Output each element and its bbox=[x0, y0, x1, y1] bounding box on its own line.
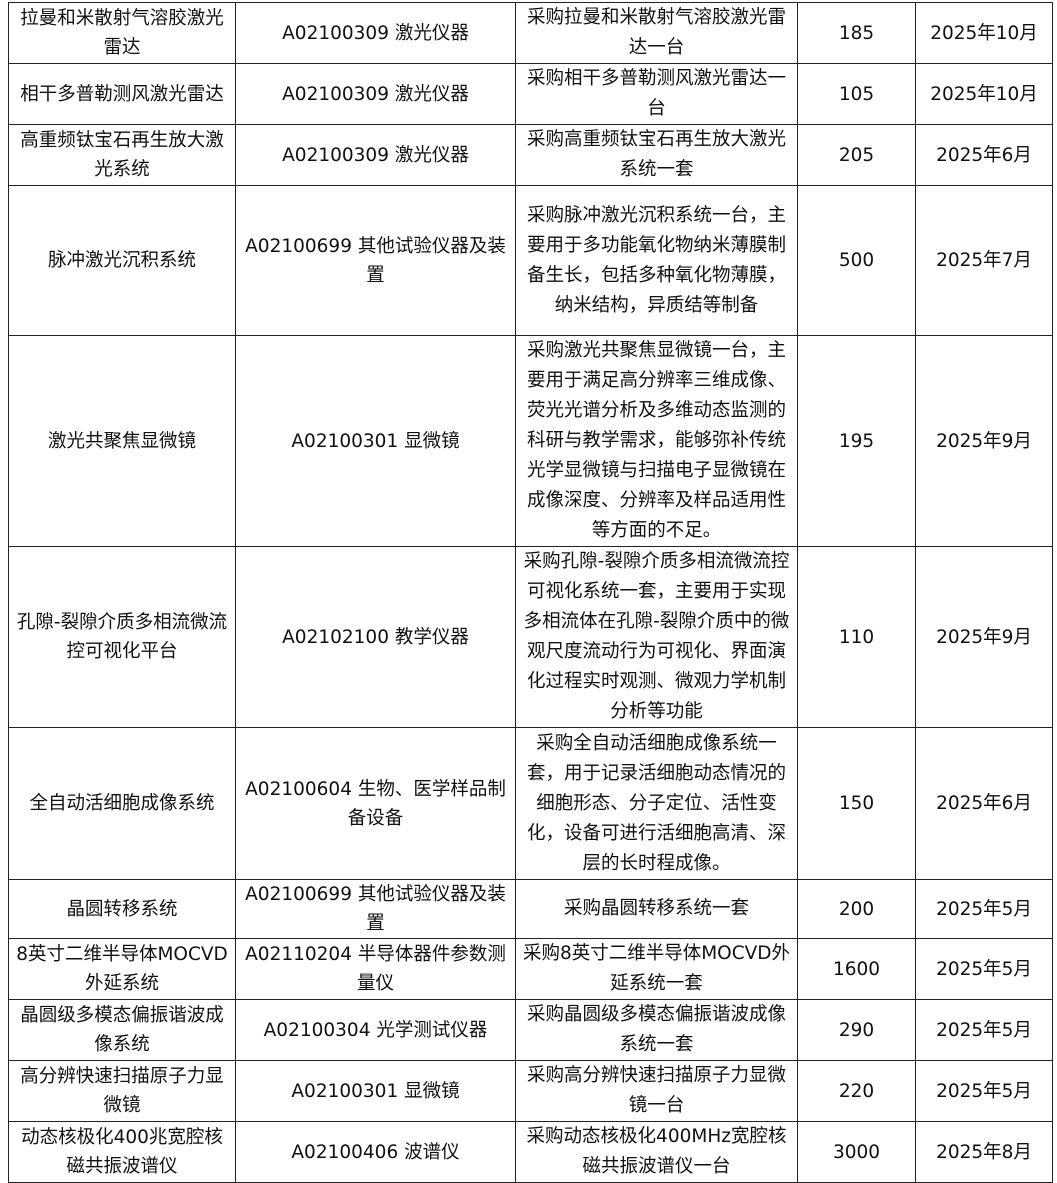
budget-cell: 200 bbox=[797, 879, 916, 939]
item-name-cell: 晶圆转移系统 bbox=[8, 879, 236, 939]
date-cell: 2025年10月 bbox=[915, 63, 1053, 125]
category-cell: A02100699 其他试验仪器及装置 bbox=[235, 879, 516, 939]
item-name-cell: 激光共聚焦显微镜 bbox=[8, 335, 236, 547]
budget-cell: 3000 bbox=[797, 1121, 916, 1183]
date-cell: 2025年10月 bbox=[915, 2, 1053, 64]
date-cell: 2025年5月 bbox=[915, 938, 1053, 1000]
budget-cell: 110 bbox=[797, 546, 916, 728]
item-name-cell: 高分辨快速扫描原子力显微镜 bbox=[8, 1060, 236, 1122]
item-name-cell: 高重频钛宝石再生放大激光系统 bbox=[8, 124, 236, 186]
date-cell: 2025年9月 bbox=[915, 335, 1053, 547]
description-cell: 采购相干多普勒测风激光雷达一台 bbox=[515, 63, 798, 125]
table-row: 动态核极化400兆宽腔核磁共振波谱仪 A02100406 波谱仪 采购动态核极化40… bbox=[8, 1121, 1053, 1183]
category-cell: A02100699 其他试验仪器及装置 bbox=[235, 185, 516, 336]
item-name-cell: 孔隙-裂隙介质多相流微流控可视化平台 bbox=[8, 546, 236, 728]
date-cell: 2025年5月 bbox=[915, 999, 1053, 1061]
description-cell: 采购激光共聚焦显微镜一台，主要用于满足高分辨率三维成像、荧光光谱分析及多维动态监… bbox=[515, 335, 798, 547]
description-cell: 采购高重频钛宝石再生放大激光系统一套 bbox=[515, 124, 798, 186]
table-row: 拉曼和米散射气溶胶激光雷达 A02100309 激光仪器 采购拉曼和米散射气溶胶激光… bbox=[8, 2, 1053, 64]
description-cell: 采购孔隙-裂隙介质多相流微流控可视化系统一套，主要用于实现多相流体在孔隙-裂隙介… bbox=[515, 546, 798, 728]
date-cell: 2025年5月 bbox=[915, 1060, 1053, 1122]
budget-cell: 500 bbox=[797, 185, 916, 336]
table-row: 高分辨快速扫描原子力显微镜 A02100301 显微镜 采购高分辨快速扫描原子力显微… bbox=[8, 1060, 1053, 1122]
date-cell: 2025年6月 bbox=[915, 124, 1053, 186]
description-cell: 采购全自动活细胞成像系统一套，用于记录活细胞动态情况的细胞形态、分子定位、活性变… bbox=[515, 727, 798, 880]
budget-cell: 150 bbox=[797, 727, 916, 880]
table-row: 相干多普勒测风激光雷达 A02100309 激光仪器 采购相干多普勒测风激光雷达一台… bbox=[8, 63, 1053, 125]
budget-cell: 105 bbox=[797, 63, 916, 125]
item-name-cell: 动态核极化400兆宽腔核磁共振波谱仪 bbox=[8, 1121, 236, 1183]
item-name-cell: 全自动活细胞成像系统 bbox=[8, 727, 236, 880]
category-cell: A02100309 激光仪器 bbox=[235, 63, 516, 125]
budget-cell: 220 bbox=[797, 1060, 916, 1122]
description-cell: 采购高分辨快速扫描原子力显微镜一台 bbox=[515, 1060, 798, 1122]
category-cell: A02102100 教学仪器 bbox=[235, 546, 516, 728]
procurement-table: 拉曼和米散射气溶胶激光雷达 A02100309 激光仪器 采购拉曼和米散射气溶胶激光… bbox=[8, 2, 1053, 1183]
date-cell: 2025年9月 bbox=[915, 546, 1053, 728]
budget-cell: 195 bbox=[797, 335, 916, 547]
category-cell: A02110204 半导体器件参数测量仪 bbox=[235, 938, 516, 1000]
date-cell: 2025年8月 bbox=[915, 1121, 1053, 1183]
category-cell: A02100309 激光仪器 bbox=[235, 2, 516, 64]
description-cell: 采购8英寸二维半导体MOCVD外延系统一套 bbox=[515, 938, 798, 1000]
table-row: 晶圆级多模态偏振谐波成像系统 A02100304 光学测试仪器 采购晶圆级多模态偏振… bbox=[8, 999, 1053, 1061]
table-row: 脉冲激光沉积系统 A02100699 其他试验仪器及装置 采购脉冲激光沉积系统一台，… bbox=[8, 185, 1053, 336]
table-row: 孔隙-裂隙介质多相流微流控可视化平台 A02102100 教学仪器 采购孔隙-裂隙介… bbox=[8, 546, 1053, 728]
item-name-cell: 晶圆级多模态偏振谐波成像系统 bbox=[8, 999, 236, 1061]
item-name-cell: 拉曼和米散射气溶胶激光雷达 bbox=[8, 2, 236, 64]
description-cell: 采购晶圆转移系统一套 bbox=[515, 879, 798, 939]
category-cell: A02100309 激光仪器 bbox=[235, 124, 516, 186]
date-cell: 2025年7月 bbox=[915, 185, 1053, 336]
item-name-cell: 相干多普勒测风激光雷达 bbox=[8, 63, 236, 125]
date-cell: 2025年6月 bbox=[915, 727, 1053, 880]
budget-cell: 205 bbox=[797, 124, 916, 186]
description-cell: 采购动态核极化400MHz宽腔核磁共振波谱仪一台 bbox=[515, 1121, 798, 1183]
category-cell: A02100406 波谱仪 bbox=[235, 1121, 516, 1183]
description-cell: 采购脉冲激光沉积系统一台，主要用于多功能氧化物纳米薄膜制备生长，包括多种氧化物薄… bbox=[515, 185, 798, 336]
category-cell: A02100304 光学测试仪器 bbox=[235, 999, 516, 1061]
table-row: 高重频钛宝石再生放大激光系统 A02100309 激光仪器 采购高重频钛宝石再生放大… bbox=[8, 124, 1053, 186]
item-name-cell: 脉冲激光沉积系统 bbox=[8, 185, 236, 336]
table-row: 8英寸二维半导体MOCVD外延系统 A02110204 半导体器件参数测量仪 采购8… bbox=[8, 938, 1053, 1000]
description-cell: 采购晶圆级多模态偏振谐波成像系统一套 bbox=[515, 999, 798, 1061]
table-row: 激光共聚焦显微镜 A02100301 显微镜 采购激光共聚焦显微镜一台，主要用于满足… bbox=[8, 335, 1053, 547]
description-cell: 采购拉曼和米散射气溶胶激光雷达一台 bbox=[515, 2, 798, 64]
category-cell: A02100301 显微镜 bbox=[235, 335, 516, 547]
budget-cell: 290 bbox=[797, 999, 916, 1061]
category-cell: A02100604 生物、医学样品制备设备 bbox=[235, 727, 516, 880]
table-row: 全自动活细胞成像系统 A02100604 生物、医学样品制备设备 采购全自动活细胞成… bbox=[8, 727, 1053, 880]
budget-cell: 185 bbox=[797, 2, 916, 64]
budget-cell: 1600 bbox=[797, 938, 916, 1000]
category-cell: A02100301 显微镜 bbox=[235, 1060, 516, 1122]
table-row: 晶圆转移系统 A02100699 其他试验仪器及装置 采购晶圆转移系统一套 200 20… bbox=[8, 879, 1053, 939]
item-name-cell: 8英寸二维半导体MOCVD外延系统 bbox=[8, 938, 236, 1000]
date-cell: 2025年5月 bbox=[915, 879, 1053, 939]
